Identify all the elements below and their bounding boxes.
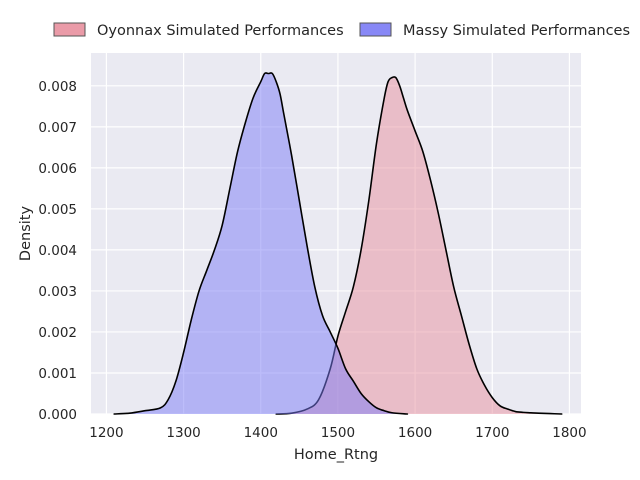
- y-tick-label: 0.006: [38, 161, 77, 177]
- legend-swatch: [53, 22, 86, 37]
- x-tick-label: 1300: [166, 425, 200, 441]
- legend-label: Oyonnax Simulated Performances: [97, 23, 344, 39]
- legend-item-massy: Massy Simulated Performances: [359, 22, 630, 39]
- x-axis-label: Home_Rtng: [294, 447, 378, 463]
- series-area-massy: [114, 72, 408, 414]
- x-tick-label: 1500: [321, 425, 355, 441]
- y-axis-label: Density: [18, 206, 34, 262]
- y-tick-label: 0.007: [38, 120, 77, 136]
- x-tick-label: 1400: [244, 425, 278, 441]
- series-line-oyonnax: [275, 76, 563, 415]
- legend-item-oyonnax: Oyonnax Simulated Performances: [53, 22, 344, 39]
- x-tick-label: 1200: [89, 425, 123, 441]
- y-tick-label: 0.001: [38, 366, 77, 382]
- y-tick-label: 0.008: [38, 79, 77, 95]
- series-areas: [113, 72, 563, 415]
- y-tick-label: 0.005: [38, 202, 77, 218]
- x-tick-label: 1700: [475, 425, 509, 441]
- y-axis-ticks: 0.000 0.001 0.002 0.003 0.004 0.005 0.006 0.007…: [38, 79, 77, 423]
- y-tick-label: 0.000: [38, 407, 77, 423]
- series-area-oyonnax: [276, 76, 562, 415]
- legend-swatch: [359, 22, 392, 37]
- series-line-massy: [113, 72, 409, 415]
- y-tick-label: 0.003: [38, 284, 77, 300]
- x-axis-ticks: 1200 1300 1400 1500 1600 1700 1800: [89, 425, 586, 441]
- x-tick-label: 1800: [552, 425, 586, 441]
- y-tick-label: 0.002: [38, 325, 77, 341]
- legend-label: Massy Simulated Performances: [403, 23, 630, 39]
- legend: Oyonnax Simulated Performances Massy Simu…: [53, 22, 630, 39]
- y-tick-label: 0.004: [38, 243, 77, 259]
- x-tick-label: 1600: [398, 425, 432, 441]
